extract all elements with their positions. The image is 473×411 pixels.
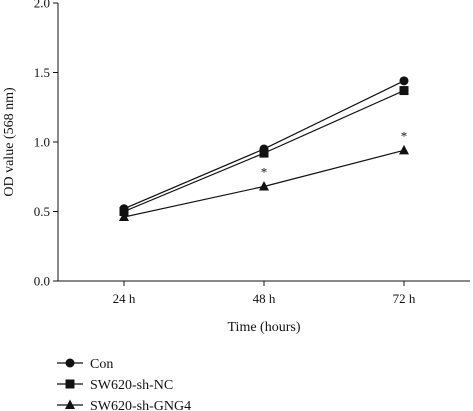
- legend-label: SW620-sh-NC: [90, 378, 173, 393]
- data-point-triangle: [259, 180, 269, 191]
- annotations: **: [261, 128, 408, 179]
- significance-marker: *: [401, 128, 408, 143]
- data-point-square: [399, 86, 409, 96]
- legend-square-marker: [65, 379, 75, 389]
- series-group: [119, 76, 409, 222]
- legend-triangle-marker: [65, 399, 75, 409]
- y-tick-label: 2.0: [34, 0, 50, 11]
- legend-item: Con: [57, 357, 113, 372]
- significance-marker: *: [261, 164, 268, 179]
- y-ticks: 0.0 0.5 1.0 1.5 2.0: [34, 0, 58, 289]
- data-point-circle: [399, 76, 409, 86]
- x-tick-label: 48 h: [253, 291, 276, 306]
- legend-item: SW620-sh-GNG4: [57, 399, 191, 411]
- y-tick-label: 0.5: [34, 204, 50, 219]
- x-ticks: 24 h 48 h 72 h: [113, 281, 416, 306]
- data-point-square: [119, 207, 129, 216]
- series-con: [119, 76, 409, 214]
- y-tick-label: 1.5: [34, 65, 50, 80]
- x-tick-label: 72 h: [393, 291, 416, 306]
- axes: [57, 3, 470, 282]
- legend: Con SW620-sh-NC SW620-sh-GNG4: [57, 357, 191, 411]
- series-sw620-sh-gng4: [119, 144, 409, 222]
- data-point-triangle: [399, 144, 409, 155]
- y-axis-title: OD value (568 nm): [2, 87, 17, 197]
- x-tick-label: 24 h: [113, 291, 136, 306]
- legend-item: SW620-sh-NC: [57, 378, 173, 393]
- series-sw620-sh-nc: [119, 86, 409, 216]
- y-tick-label: 0.0: [34, 274, 50, 289]
- data-point-square: [259, 148, 269, 158]
- data-point-triangle: [119, 211, 129, 222]
- legend-circle-marker: [65, 358, 75, 368]
- x-axis-title: Time (hours): [228, 320, 301, 335]
- legend-label: SW620-sh-GNG4: [90, 399, 191, 411]
- y-tick-label: 1.0: [34, 135, 50, 150]
- legend-label: Con: [90, 357, 113, 372]
